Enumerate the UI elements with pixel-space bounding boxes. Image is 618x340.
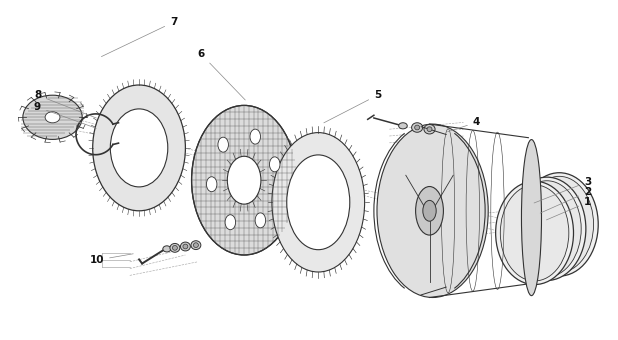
Ellipse shape	[269, 157, 280, 172]
Ellipse shape	[525, 176, 593, 272]
Ellipse shape	[377, 124, 488, 298]
Ellipse shape	[399, 123, 407, 129]
Ellipse shape	[163, 246, 171, 252]
Text: 4: 4	[447, 117, 480, 132]
Ellipse shape	[206, 177, 217, 192]
Ellipse shape	[423, 200, 436, 221]
Text: 7: 7	[101, 17, 177, 56]
Ellipse shape	[93, 85, 185, 211]
Text: 5: 5	[324, 90, 381, 123]
Ellipse shape	[225, 215, 235, 230]
Text: 10: 10	[90, 254, 133, 265]
Ellipse shape	[427, 127, 432, 132]
Ellipse shape	[522, 139, 541, 296]
Ellipse shape	[416, 187, 444, 235]
Ellipse shape	[272, 133, 365, 272]
Ellipse shape	[23, 95, 82, 139]
Ellipse shape	[193, 243, 198, 248]
Ellipse shape	[520, 173, 598, 276]
Ellipse shape	[191, 241, 201, 250]
Ellipse shape	[424, 124, 435, 134]
Text: 2: 2	[540, 187, 591, 213]
Ellipse shape	[513, 181, 581, 277]
Ellipse shape	[192, 105, 297, 255]
Text: 1: 1	[546, 197, 591, 220]
Ellipse shape	[180, 242, 190, 251]
Ellipse shape	[250, 129, 261, 144]
Text: 3: 3	[534, 177, 591, 203]
Ellipse shape	[45, 112, 60, 123]
Ellipse shape	[287, 155, 350, 250]
Text: 6: 6	[198, 49, 245, 100]
Ellipse shape	[501, 185, 569, 281]
Ellipse shape	[218, 137, 229, 152]
Text: 9: 9	[34, 102, 96, 128]
Ellipse shape	[111, 109, 168, 187]
Ellipse shape	[227, 156, 261, 204]
Ellipse shape	[183, 244, 188, 249]
Ellipse shape	[412, 123, 423, 132]
Ellipse shape	[415, 125, 420, 130]
Ellipse shape	[255, 213, 266, 228]
Text: 8: 8	[34, 90, 96, 118]
Ellipse shape	[508, 177, 586, 280]
Ellipse shape	[496, 181, 574, 285]
Ellipse shape	[172, 245, 177, 250]
Ellipse shape	[170, 243, 180, 252]
